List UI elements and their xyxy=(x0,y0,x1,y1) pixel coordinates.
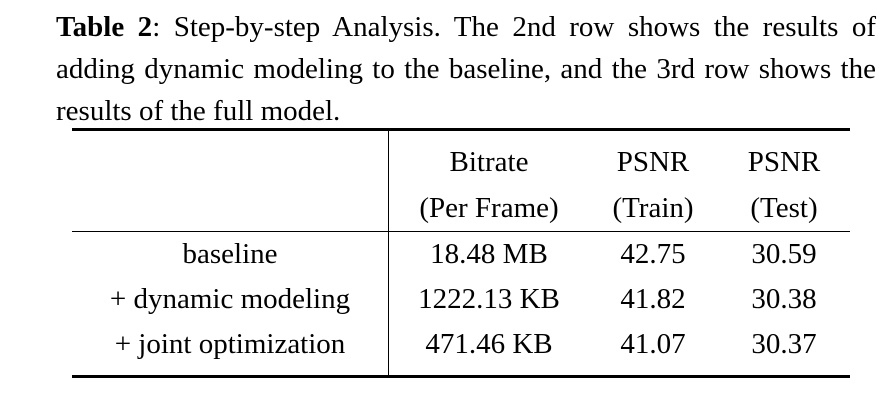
table-header: Bitrate PSNR PSNR (Per Frame) (Train) (T… xyxy=(72,131,851,231)
table-caption: Table 2: Step-by-step Analysis. The 2nd … xyxy=(56,6,876,132)
psnr-train-cell: 42.75 xyxy=(620,238,686,270)
caption-label: Table 2 xyxy=(56,11,153,43)
psnr-train-cell: 41.07 xyxy=(620,328,686,360)
top-rule xyxy=(72,128,850,131)
header-cell-test: (Test) xyxy=(750,191,818,224)
caption-text: : Step-by-step Analysis. The 2nd row sho… xyxy=(56,11,876,127)
bottom-rule xyxy=(72,375,850,378)
results-table: Bitrate PSNR PSNR (Per Frame) (Train) (T… xyxy=(72,128,850,378)
mid-rule xyxy=(72,231,850,232)
psnr-test-cell: 30.59 xyxy=(751,238,817,270)
header-row-1: Bitrate PSNR PSNR xyxy=(72,139,851,185)
header-cell-psnr-train: PSNR xyxy=(616,145,690,178)
header-cell-psnr-test: PSNR xyxy=(747,145,821,178)
psnr-test-cell: 30.37 xyxy=(751,328,817,360)
bitrate-cell: 471.46 KB xyxy=(425,328,553,360)
header-cell xyxy=(72,139,389,185)
psnr-test-cell: 30.38 xyxy=(751,283,817,315)
table-row: + dynamic modeling 1222.13 KB 41.82 30.3… xyxy=(72,277,851,322)
psnr-train-cell: 41.82 xyxy=(620,283,686,315)
row-label: baseline xyxy=(72,232,389,277)
table-row: baseline 18.48 MB 42.75 30.59 xyxy=(72,232,851,277)
bitrate-cell: 18.48 MB xyxy=(430,238,548,270)
row-label: + dynamic modeling xyxy=(72,277,389,322)
header-cell-per-frame: (Per Frame) xyxy=(419,191,559,224)
header-row-2: (Per Frame) (Train) (Test) xyxy=(72,185,851,231)
header-cell xyxy=(72,185,389,231)
table-body: baseline 18.48 MB 42.75 30.59 + dynamic … xyxy=(72,232,851,375)
row-label: + joint optimization xyxy=(72,322,389,367)
header-cell-bitrate: Bitrate xyxy=(449,145,529,178)
bitrate-cell: 1222.13 KB xyxy=(418,283,560,315)
header-cell-train: (Train) xyxy=(612,191,694,224)
table-row: + joint optimization 471.46 KB 41.07 30.… xyxy=(72,322,851,367)
